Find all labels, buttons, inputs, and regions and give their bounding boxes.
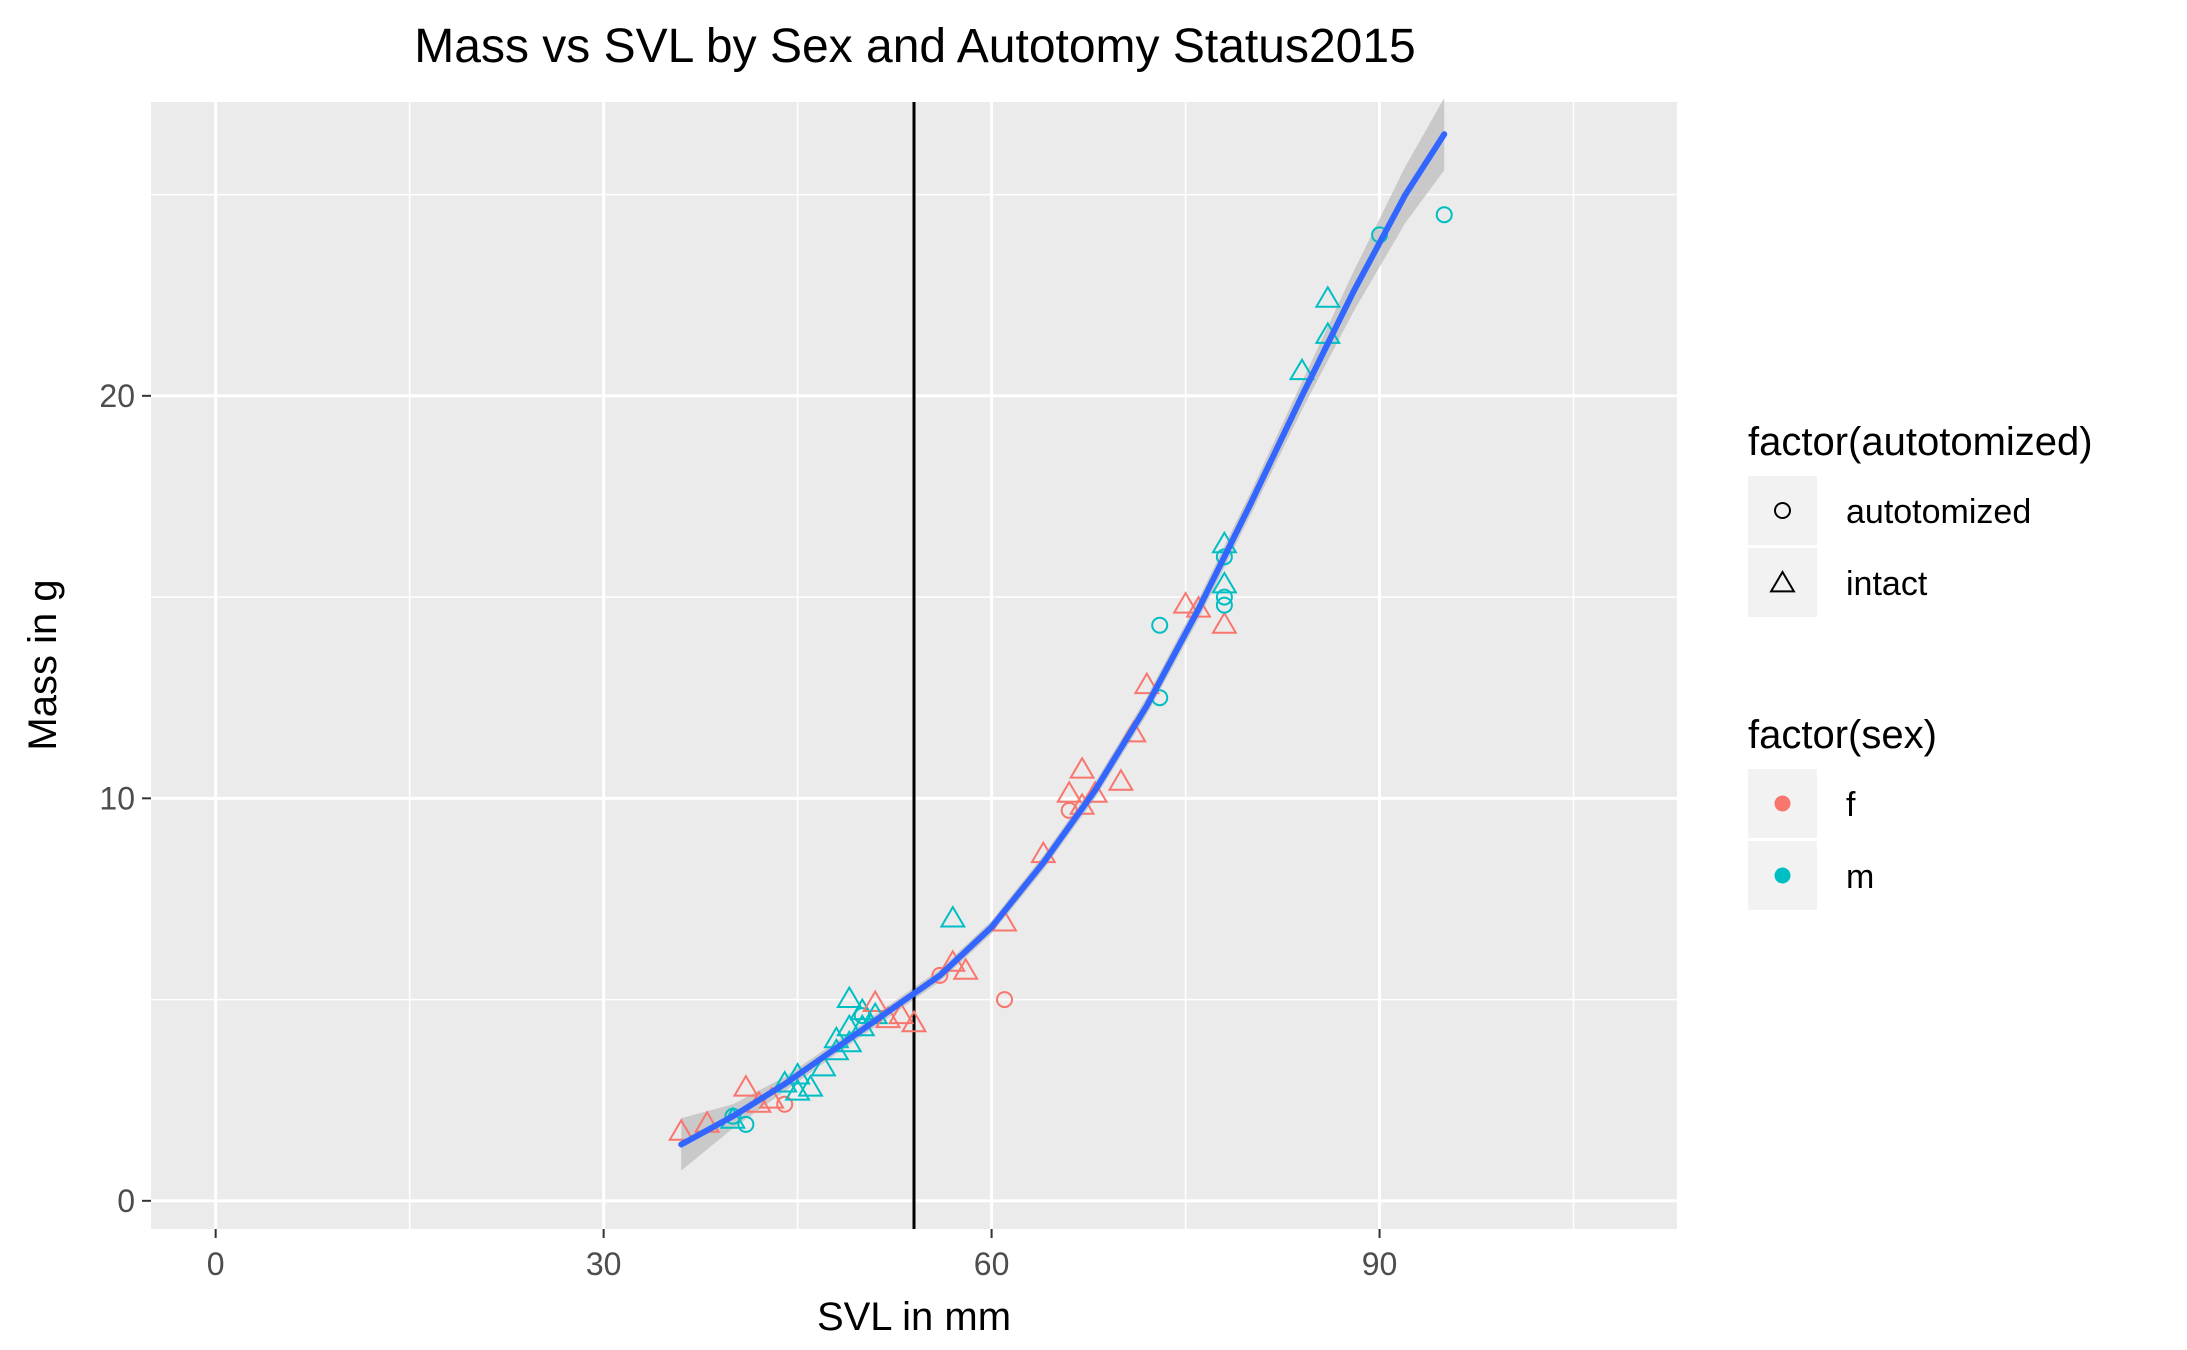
x-tick-label: 90 [1362,1246,1398,1282]
data-point-intact-f [1107,768,1135,791]
data-point-intact-f [952,957,979,980]
y-axis-ticks: 0 10 20 [99,378,151,1219]
data-point-intact-f [1172,591,1199,614]
data-point-autotomized-m [737,1115,755,1133]
data-point-intact-f [1185,595,1212,618]
legend-label-autotomized: autotomized [1846,493,2031,531]
data-point-intact-f [1068,756,1096,779]
x-tick-label: 30 [586,1246,622,1282]
y-tick-label: 0 [117,1183,135,1219]
legend-label-intact: intact [1846,565,1928,603]
legend-label-m: m [1846,858,1874,896]
data-point-intact-m [1288,357,1316,381]
x-axis-label: SVL in mm [817,1295,1011,1339]
data-point-autotomized-f [996,991,1014,1009]
data-point-intact-f [732,1074,760,1097]
data-point-autotomized-f [1060,801,1078,819]
legend-label-f: f [1846,786,1856,824]
smooth-fit-line [678,131,1448,1148]
legend-key-triangle [1769,570,1796,593]
data-point-autotomized-m [853,1007,871,1025]
data-point-intact-f [668,1118,695,1141]
legend-key-f [1774,795,1791,812]
legend-key-bg [1748,476,1817,545]
data-point-autotomized-m [1435,206,1453,224]
data-point-intact-m [797,1074,824,1097]
data-point-intact-f [862,989,889,1012]
data-point-intact-m [836,985,863,1008]
data-point-intact-f [1133,671,1160,695]
x-axis-ticks: 0 30 60 90 [207,1229,1398,1282]
legend-title-sex: factor(sex) [1748,713,1937,757]
data-point-intact-m [1314,285,1341,308]
data-point-intact-m [849,997,876,1021]
data-point-autotomized-f [931,966,949,984]
legend: factor(autotomized) autotomized intact fact… [1748,420,2093,910]
data-point-autotomized-m [1215,596,1233,614]
data-point-autotomized-f [776,1095,794,1113]
x-tick-label: 0 [207,1246,225,1282]
legend-key-m [1774,867,1791,884]
x-tick-label: 60 [974,1246,1010,1282]
legend-key-circle [1774,502,1791,519]
data-point-intact-m [939,905,966,928]
data-point-intact-f [1081,780,1109,803]
y-tick-label: 20 [99,378,135,414]
chart-title: Mass vs SVL by Sex and Autotomy Status20… [414,20,1415,73]
data-point-intact-f [887,1001,915,1025]
y-axis-label: Mass in g [21,579,65,750]
legend-key-bg [1748,548,1817,617]
data-point-intact-f [900,1009,928,1033]
data-point-intact-f [1056,780,1083,803]
legend-title-autotomized: factor(autotomized) [1748,420,2093,464]
data-point-autotomized-m [724,1107,742,1125]
data-point-intact-m [1211,571,1238,594]
data-point-intact-m [810,1054,837,1077]
data-point-autotomized-m [1151,616,1169,634]
data-point-autotomized-m [1215,548,1233,566]
data-point-intact-f [1211,611,1238,634]
data-point-autotomized-m [1215,588,1233,606]
y-tick-label: 10 [99,780,135,816]
